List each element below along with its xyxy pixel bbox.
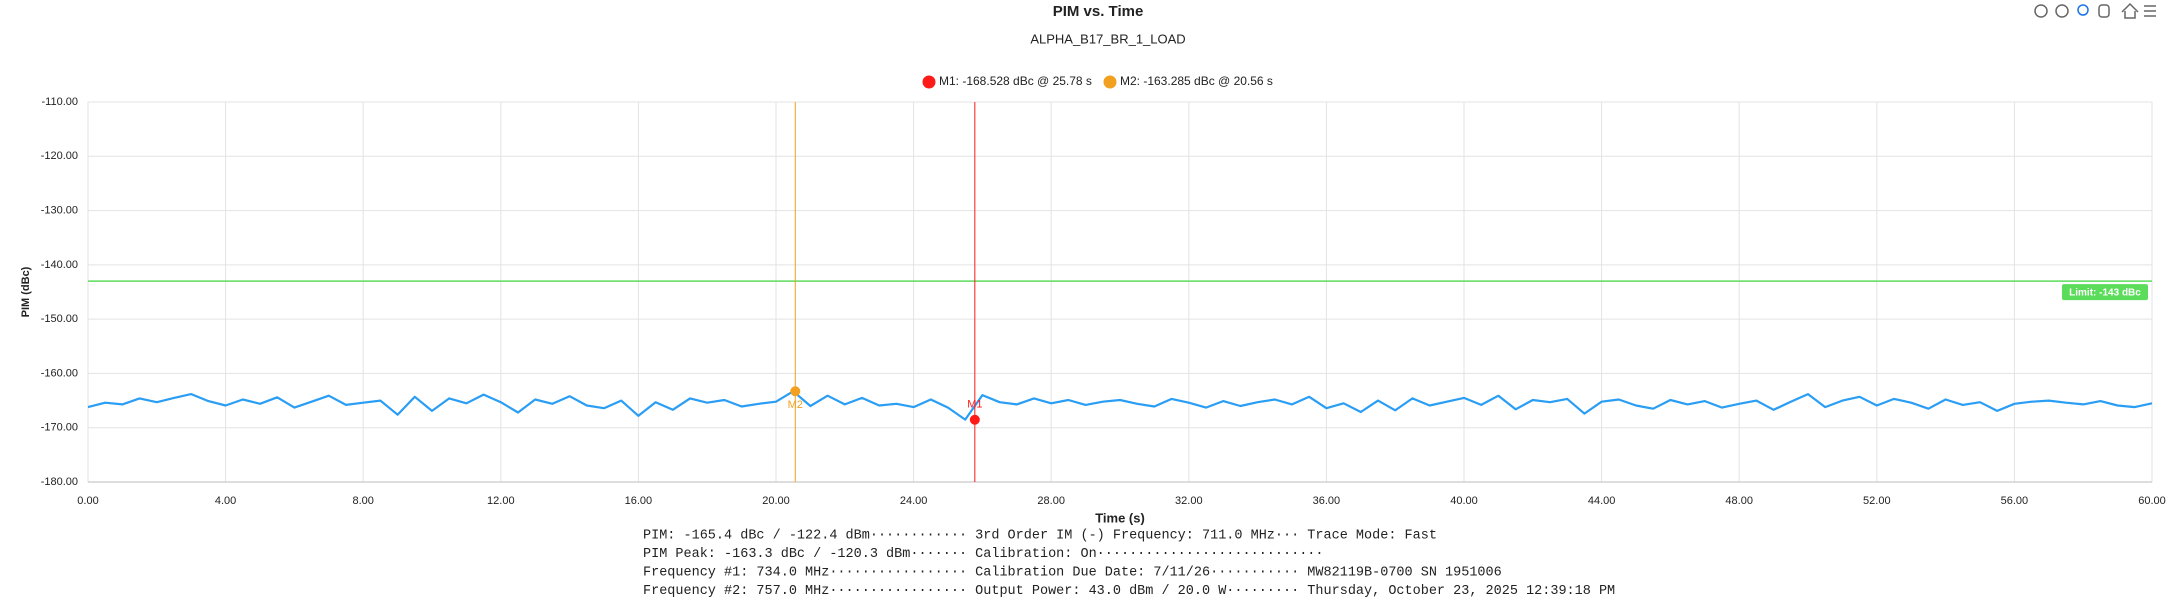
zoom-out-button[interactable] [2055, 4, 2069, 18]
y-tick-label: -110.00 [42, 96, 79, 108]
y-tick-label: -150.00 [41, 313, 78, 325]
info-line: Frequency #2: 757.0 MHz·················… [643, 584, 1615, 599]
y-tick-label: -170.00 [41, 422, 78, 434]
chart-title: PIM vs. Time [1053, 3, 1144, 20]
x-tick-label: 4.00 [215, 495, 236, 507]
x-tick-label: 40.00 [1450, 495, 1478, 507]
menu-button[interactable] [2144, 5, 2156, 17]
x-tick-label: 32.00 [1175, 495, 1203, 507]
legend-label: M2: -163.285 dBc @ 20.56 s [1120, 74, 1273, 88]
marker-point [790, 386, 801, 397]
x-tick-label: 48.00 [1725, 495, 1753, 507]
marker-name: M2 [788, 399, 803, 411]
x-tick-label: 52.00 [1863, 495, 1891, 507]
x-tick-label: 28.00 [1037, 495, 1065, 507]
home-button[interactable] [2121, 2, 2139, 19]
x-tick-label: 24.00 [900, 495, 928, 507]
limit-label-box [2062, 284, 2148, 301]
x-tick-label: 12.00 [487, 495, 515, 507]
y-tick-label: -140.00 [41, 259, 78, 271]
marker-name: M1 [967, 399, 982, 411]
x-tick-label: 44.00 [1588, 495, 1616, 507]
zoom-button[interactable] [2077, 4, 2089, 16]
legend-marker [922, 75, 936, 89]
pan-button[interactable] [2098, 4, 2110, 18]
legend-marker [1103, 75, 1117, 89]
chart-subtitle: ALPHA_B17_BR_1_LOAD [1030, 31, 1185, 46]
y-tick-label: -160.00 [41, 367, 78, 379]
x-tick-label: 60.00 [2138, 495, 2166, 507]
zoom-in-button[interactable] [2034, 4, 2048, 18]
trace-line [87, 390, 2153, 421]
y-axis-label: PIM (dBc) [20, 266, 32, 317]
x-tick-label: 16.00 [625, 495, 653, 507]
y-tick-label: -120.00 [41, 150, 78, 162]
limit-label: Limit: -143 dBc [2069, 287, 2141, 298]
x-tick-label: 56.00 [2001, 495, 2029, 507]
info-line: PIM: -165.4 dBc / -122.4 dBm············… [643, 529, 1437, 544]
legend-label: M1: -168.528 dBc @ 25.78 s [939, 74, 1092, 88]
x-tick-label: 8.00 [352, 495, 373, 507]
info-line: Frequency #1: 734.0 MHz·················… [643, 566, 1502, 581]
x-tick-label: 36.00 [1313, 495, 1341, 507]
marker-point [969, 414, 980, 425]
info-line: PIM Peak: -163.3 dBc / -120.3 dBm·······… [643, 547, 1324, 562]
toolbar [2034, 2, 2156, 19]
x-tick-label: 0.00 [77, 495, 98, 507]
y-tick-label: -130.00 [41, 204, 78, 216]
x-tick-label: 20.00 [762, 495, 790, 507]
x-axis-label: Time (s) [1095, 510, 1145, 525]
y-tick-label: -180.00 [41, 476, 78, 488]
